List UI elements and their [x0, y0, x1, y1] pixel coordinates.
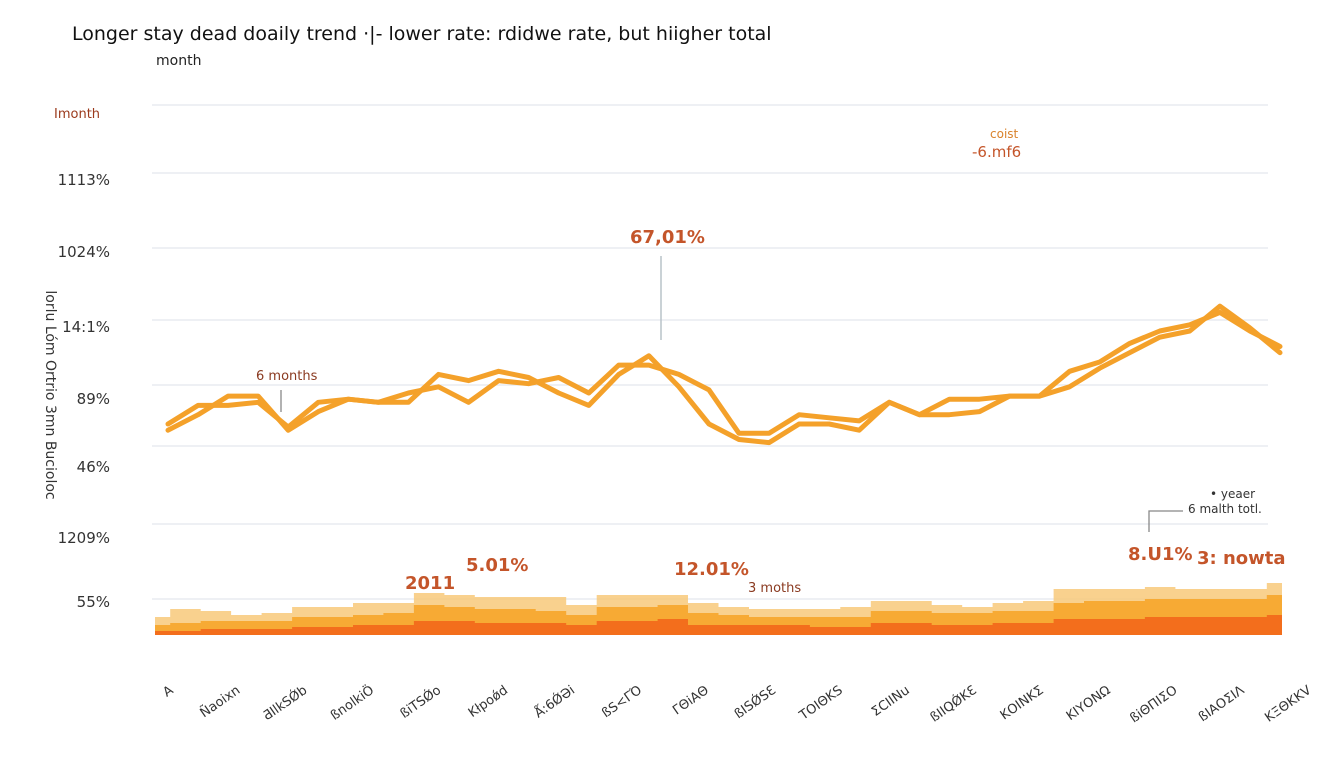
x-tick-label: ΚΞΘΚΚV: [1262, 683, 1314, 726]
cost-value-annotation: -6.mf6: [972, 143, 1021, 161]
x-tick-label: ΓΘiΑΘ: [670, 683, 712, 718]
y-tick-label: 1209%: [58, 529, 110, 547]
cost-label-annotation: coist: [990, 127, 1019, 141]
right-leader-line: [1148, 510, 1183, 532]
y-tick-label: 46%: [77, 458, 110, 476]
x-tick-label: Kłpoǿd: [466, 683, 511, 721]
x-tick-label: ƩCIINu: [869, 683, 913, 720]
six-month-total-annotation: 6 malth totl.: [1188, 502, 1262, 516]
y-tick-labels: 1113% 1024% 14:1% 89% 46% 1209% 55%: [58, 171, 110, 611]
x-tick-label: ßΙΑΟΣΙΛ: [1196, 683, 1247, 725]
x-tick-label: ßiΘΠΙΣΟ: [1127, 683, 1180, 726]
y-tick-label: 55%: [77, 593, 110, 611]
x-tick-label: Ǻ:6ǾƏi: [531, 682, 578, 721]
right-label-annotation: 3: nowta: [1197, 548, 1286, 569]
y-unit-label: Imonth: [54, 107, 100, 122]
y-axis-label: lorlu Lóm Ortrio 3mn Bucioloc: [42, 290, 58, 499]
annotations: 67,01% 6 months coist -6.mf6 • yeaer 6 m…: [256, 127, 1286, 596]
line-series-group: [165, 303, 1283, 446]
gridlines: [152, 104, 1268, 600]
x-tick-label: ßS<ΓΌ: [599, 683, 645, 721]
x-tick-label: ƋIlkSǾb: [260, 682, 311, 724]
x-tick-label: ΚΟIΝΚΣ: [998, 683, 1047, 723]
area-layer-1: [155, 615, 1282, 635]
y-tick-label: 89%: [77, 390, 110, 408]
line-series-2: [165, 303, 1283, 446]
x-tick-label: ßIIQǾKƐ: [927, 682, 979, 725]
chart-subtitle: month: [156, 53, 201, 69]
x-tick-label: ßnolkiÖ: [327, 681, 377, 723]
y-tick-label: 14:1%: [62, 318, 110, 336]
mid-value-2-annotation: 12.01%: [674, 559, 749, 580]
y-tick-label: 1024%: [58, 243, 110, 261]
right-value-annotation: 8.U1%: [1128, 544, 1193, 565]
x-tick-labels: A Ñaoixn ƋIlkSǾb ßnolkiÖ ßiTSǾo Kłpoǿd Ǻ:6ǾƏi ß…: [160, 681, 1314, 726]
x-tick-label: A: [160, 683, 176, 700]
chart-title: Longer stay dead doaily trend ·|- lower …: [72, 23, 772, 45]
x-tick-label: ΤΟΙΘΚS: [796, 683, 846, 724]
mid-value-1-annotation: 5.01%: [466, 555, 528, 576]
three-months-annotation: 3 moths: [748, 581, 801, 596]
x-tick-label: Ñaoixn: [197, 682, 243, 721]
x-tick-label: ßiTSǾo: [397, 682, 444, 722]
y-tick-label: 1113%: [58, 171, 110, 189]
six-months-annotation: 6 months: [256, 369, 318, 384]
line-series-1: [165, 309, 1283, 436]
year-note-annotation: • yeaer: [1210, 487, 1255, 501]
stacked-area-group: [155, 583, 1282, 635]
year-2011-annotation: 2011: [405, 573, 455, 594]
x-tick-label: ßISǾSƐ: [731, 682, 778, 722]
peak-value-annotation: 67,01%: [630, 227, 705, 248]
x-tick-label: ΚΙΥΟΝΩ: [1064, 683, 1114, 724]
